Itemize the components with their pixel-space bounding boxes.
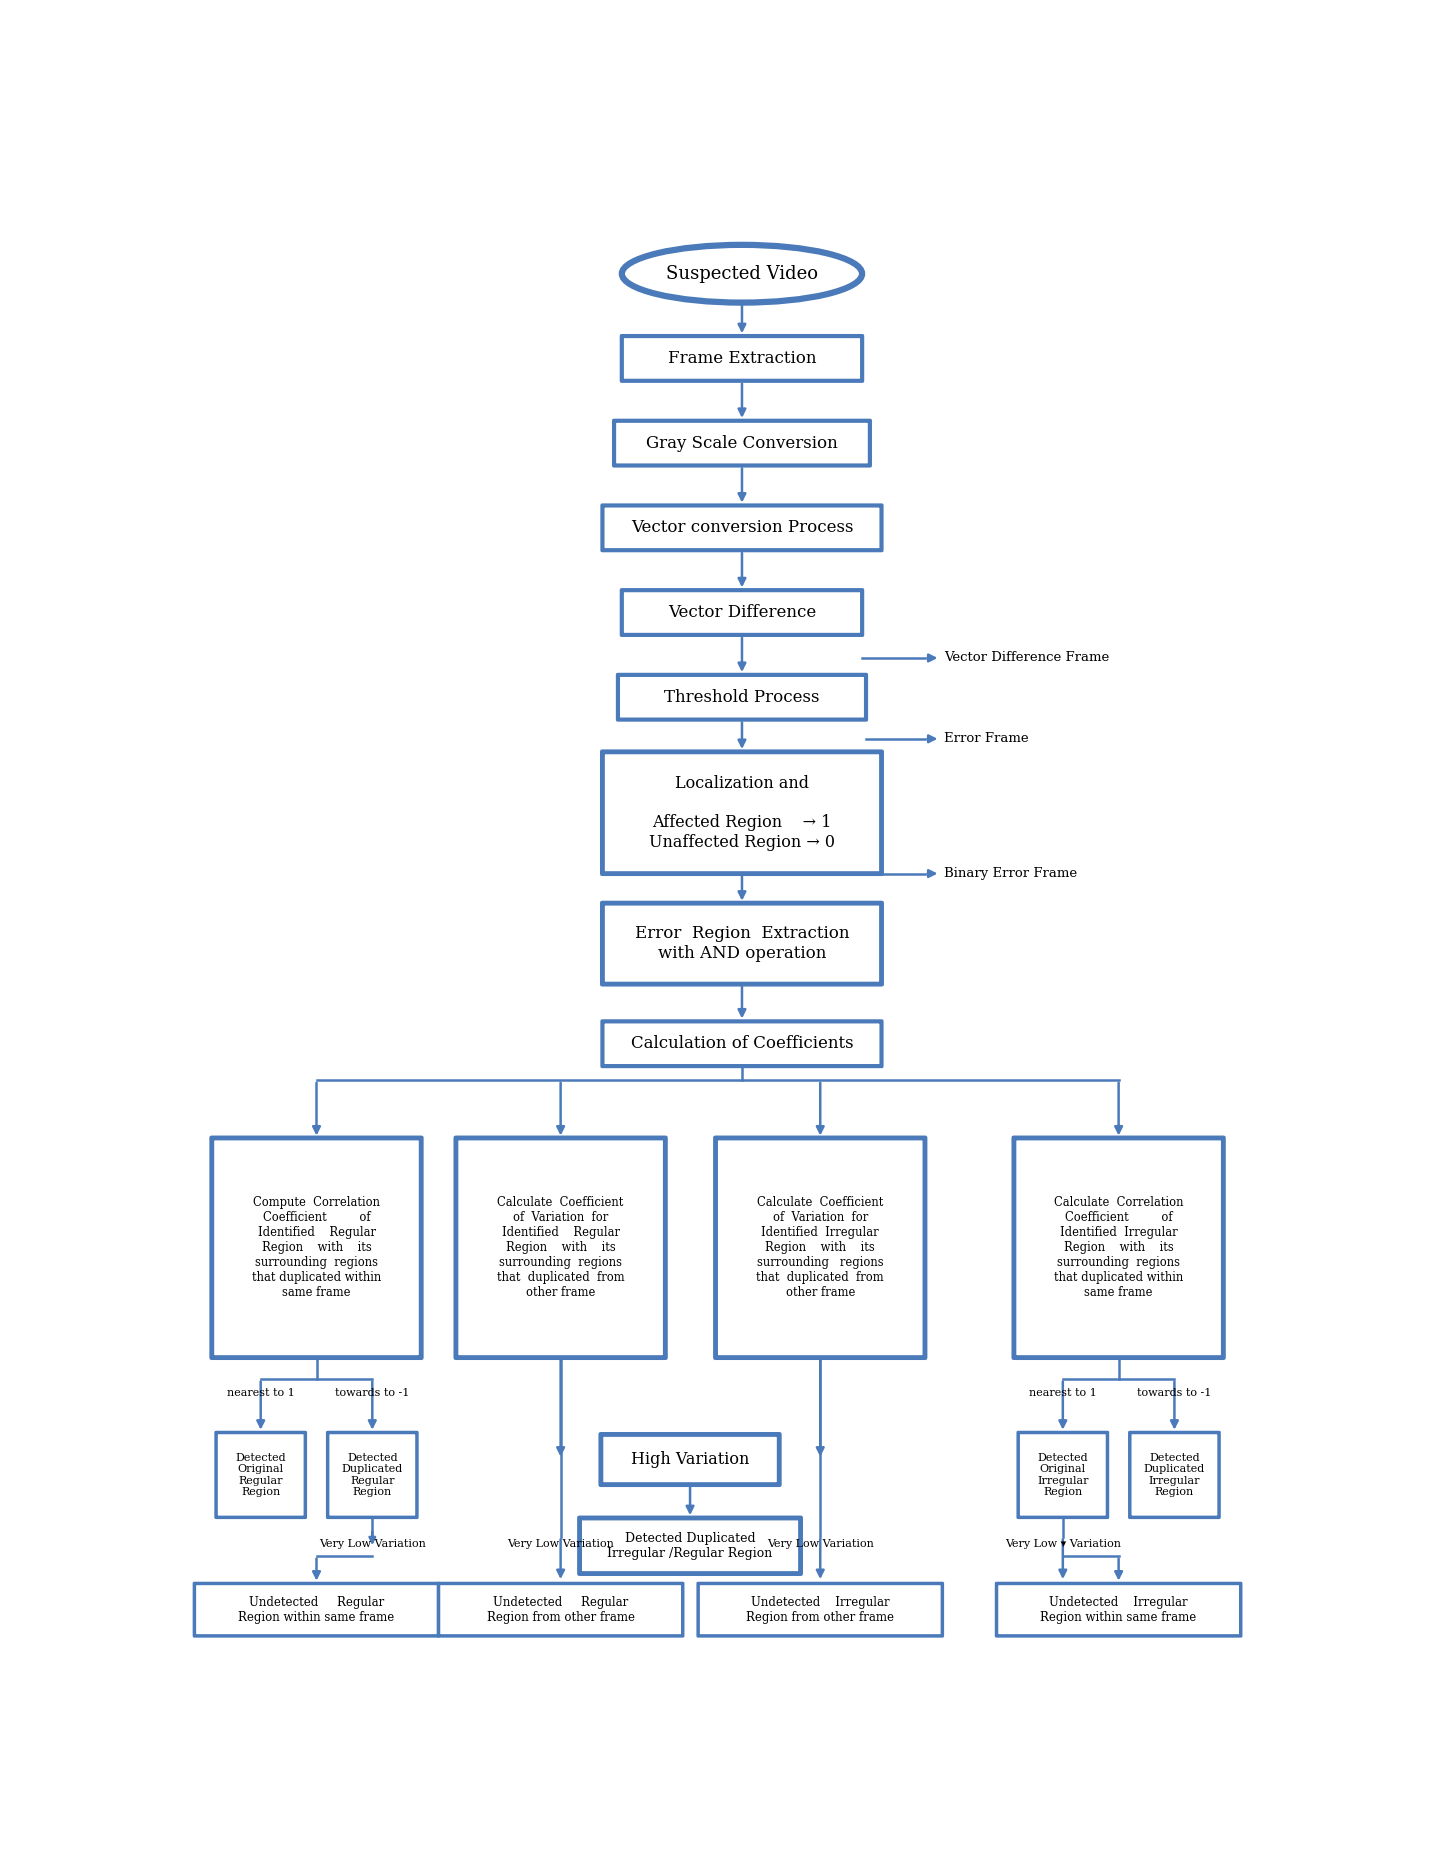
FancyBboxPatch shape (614, 421, 870, 466)
Text: Binary Error Frame: Binary Error Frame (945, 867, 1078, 880)
FancyBboxPatch shape (622, 336, 862, 380)
FancyBboxPatch shape (194, 1583, 438, 1637)
FancyBboxPatch shape (1019, 1433, 1107, 1517)
FancyBboxPatch shape (618, 675, 865, 720)
Text: nearest to 1: nearest to 1 (227, 1387, 295, 1398)
Text: Error  Region  Extraction
with AND operation: Error Region Extraction with AND operati… (635, 925, 849, 962)
FancyBboxPatch shape (602, 751, 881, 874)
Text: Vector Difference: Vector Difference (669, 604, 816, 621)
Text: Vector conversion Process: Vector conversion Process (631, 520, 854, 537)
Text: Localization and

Affected Region    → 1
Unaffected Region → 0: Localization and Affected Region → 1 Una… (648, 775, 835, 850)
FancyBboxPatch shape (602, 904, 881, 984)
Text: Undetected    Irregular
Region within same frame: Undetected Irregular Region within same … (1040, 1596, 1197, 1624)
Text: Very Low Variation: Very Low Variation (318, 1540, 425, 1549)
FancyBboxPatch shape (622, 591, 862, 636)
Text: Undetected     Regular
Region within same frame: Undetected Regular Region within same fr… (239, 1596, 395, 1624)
Text: High Variation: High Variation (631, 1450, 750, 1469)
Text: Threshold Process: Threshold Process (664, 688, 819, 706)
Text: Detected
Duplicated
Irregular
Region: Detected Duplicated Irregular Region (1143, 1452, 1205, 1497)
Text: nearest to 1: nearest to 1 (1029, 1387, 1097, 1398)
Text: Detected
Duplicated
Regular
Region: Detected Duplicated Regular Region (341, 1452, 402, 1497)
Text: Calculation of Coefficients: Calculation of Coefficients (631, 1035, 854, 1053)
Text: Error Frame: Error Frame (945, 733, 1029, 746)
Text: Suspected Video: Suspected Video (666, 265, 818, 283)
Text: Detected Duplicated
Irregular /Regular Region: Detected Duplicated Irregular /Regular R… (608, 1532, 773, 1560)
FancyBboxPatch shape (1014, 1137, 1223, 1357)
Text: Calculate  Coefficient
of  Variation  for
Identified  Irregular
Region    with  : Calculate Coefficient of Variation for I… (757, 1197, 884, 1299)
FancyBboxPatch shape (602, 1021, 881, 1066)
Text: Undetected     Regular
Region from other frame: Undetected Regular Region from other fra… (486, 1596, 635, 1624)
Text: Calculate  Coefficient
of  Variation  for
Identified    Regular
Region    with  : Calculate Coefficient of Variation for I… (496, 1197, 625, 1299)
Ellipse shape (622, 244, 862, 302)
FancyBboxPatch shape (602, 505, 881, 550)
Text: Compute  Correlation
Coefficient         of
Identified    Regular
Region    with: Compute Correlation Coefficient of Ident… (252, 1197, 381, 1299)
FancyBboxPatch shape (438, 1583, 683, 1637)
FancyBboxPatch shape (211, 1137, 421, 1357)
FancyBboxPatch shape (1130, 1433, 1218, 1517)
Text: Calculate  Correlation
Coefficient         of
Identified  Irregular
Region    wi: Calculate Correlation Coefficient of Ide… (1053, 1197, 1184, 1299)
FancyBboxPatch shape (327, 1433, 417, 1517)
Text: Vector Difference Frame: Vector Difference Frame (945, 651, 1110, 664)
FancyBboxPatch shape (216, 1433, 305, 1517)
Text: Frame Extraction: Frame Extraction (667, 350, 816, 367)
Text: towards to -1: towards to -1 (1137, 1387, 1211, 1398)
Text: towards to -1: towards to -1 (336, 1387, 410, 1398)
Text: Detected
Original
Irregular
Region: Detected Original Irregular Region (1037, 1452, 1088, 1497)
Text: Very Low Variation: Very Low Variation (767, 1540, 874, 1549)
FancyBboxPatch shape (697, 1583, 942, 1637)
Text: Detected
Original
Regular
Region: Detected Original Regular Region (236, 1452, 287, 1497)
FancyBboxPatch shape (715, 1137, 925, 1357)
FancyBboxPatch shape (456, 1137, 666, 1357)
FancyBboxPatch shape (601, 1435, 780, 1484)
FancyBboxPatch shape (997, 1583, 1240, 1637)
Text: Very Low Variation: Very Low Variation (508, 1540, 614, 1549)
Text: Gray Scale Conversion: Gray Scale Conversion (647, 434, 838, 451)
Text: Very Low ▾ Variation: Very Low ▾ Variation (1004, 1540, 1121, 1549)
Text: Undetected    Irregular
Region from other frame: Undetected Irregular Region from other f… (747, 1596, 894, 1624)
FancyBboxPatch shape (580, 1517, 800, 1573)
